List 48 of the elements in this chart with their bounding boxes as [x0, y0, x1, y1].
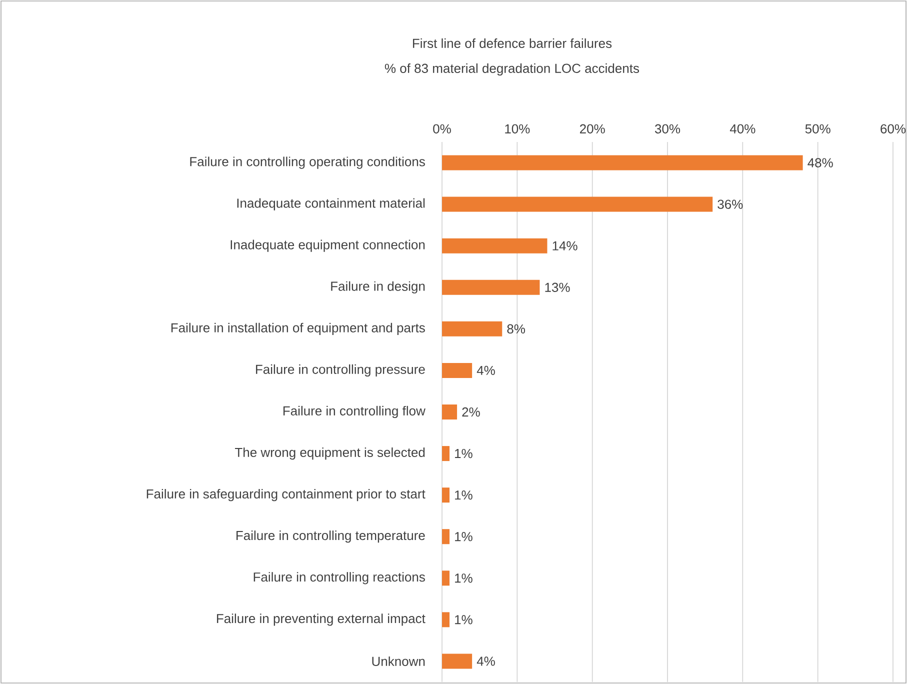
x-tick-label: 40%: [730, 124, 756, 134]
bar: [442, 238, 548, 254]
bar: [442, 570, 450, 586]
data-label: 1%: [455, 615, 472, 624]
y-tick-label: Inadequate equipment connection: [230, 240, 425, 252]
y-tick-label: Failure in design: [331, 281, 425, 294]
y-tick-label: Failure in controlling temperature: [236, 530, 425, 543]
y-tick-label: Failure in controlling operating conditions: [190, 156, 425, 169]
bar: [442, 654, 472, 669]
data-label: 13%: [545, 282, 570, 292]
x-tick-label: 30%: [654, 124, 680, 134]
chart-subtitle: % of 83 material degradation LOC accidents: [384, 63, 640, 76]
data-label: 1%: [455, 490, 472, 500]
bar: [442, 612, 450, 628]
y-tick-label: Failure in controlling flow: [283, 406, 426, 418]
x-tick-label: 0%: [433, 124, 451, 134]
y-tick-label: Failure in controlling reactions: [254, 572, 425, 584]
bar: [442, 196, 713, 212]
chart-title: First line of defence barrier failures: [413, 38, 612, 48]
data-label: 4%: [476, 366, 495, 376]
y-tick-label: Inadequate containment material: [237, 198, 425, 210]
data-label: 8%: [507, 324, 525, 334]
data-label: 1%: [455, 448, 472, 458]
y-tick-label: The wrong equipment is selected: [234, 447, 425, 460]
bar: [442, 404, 458, 420]
data-label: 4%: [476, 656, 495, 666]
data-label: 1%: [455, 532, 472, 542]
x-tick-label: 20%: [580, 124, 605, 134]
x-tick-label: 10%: [505, 124, 530, 134]
bar: [442, 529, 450, 544]
y-tick-label: Failure in preventing external impact: [216, 614, 426, 626]
y-tick-label: Failure in controlling pressure: [256, 364, 425, 377]
data-label: 48%: [808, 158, 833, 168]
x-tick-label: 60%: [880, 124, 906, 134]
bar: [442, 321, 502, 336]
y-tick-label: Failure in installation of equipment and parts: [171, 322, 425, 335]
y-tick-label: Failure in safeguarding containment prior to start: [146, 489, 426, 502]
bar: [442, 280, 540, 295]
bar: [442, 488, 450, 503]
bar: [442, 446, 450, 462]
y-tick-label: Unknown: [372, 656, 425, 666]
data-label: 1%: [455, 574, 472, 583]
bar: [442, 362, 472, 378]
bar: [442, 155, 803, 170]
data-label: 2%: [462, 407, 480, 417]
data-label: 36%: [718, 200, 743, 209]
data-label: 14%: [552, 241, 578, 250]
x-tick-label: 50%: [805, 124, 830, 134]
